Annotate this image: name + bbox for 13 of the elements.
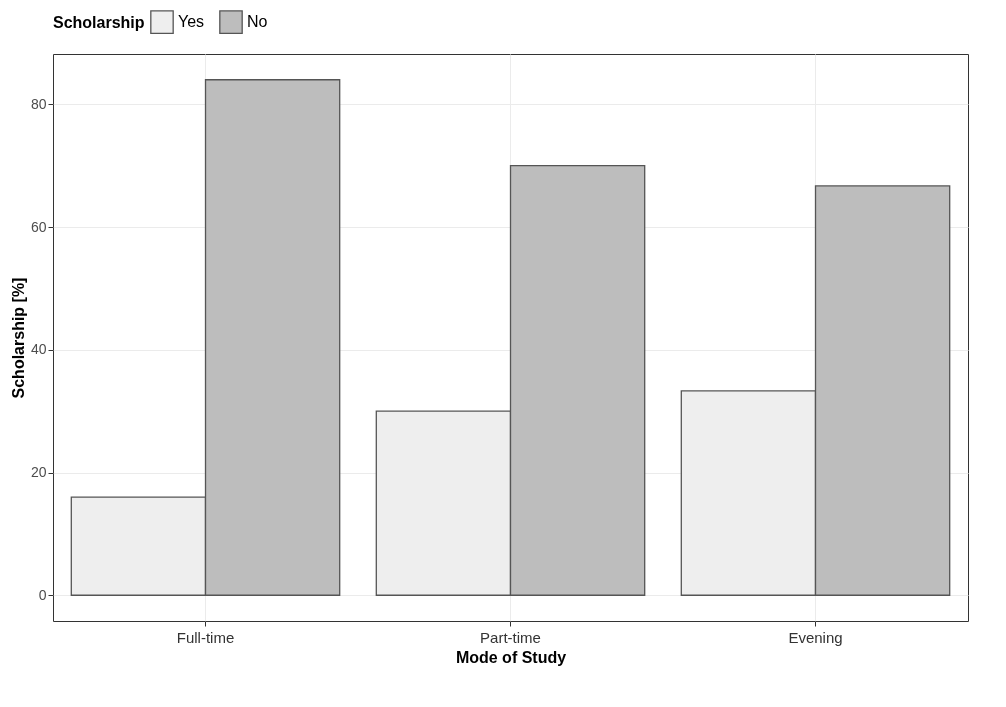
legend-label: No — [247, 13, 268, 31]
x-tick-label: Evening — [788, 628, 843, 646]
x-axis-title: Mode of Study — [455, 648, 567, 666]
y-tick-label: 60 — [30, 218, 47, 235]
legend-label: Yes — [178, 13, 205, 31]
y-tick-label: 0 — [38, 586, 47, 603]
y-tick-label: 80 — [30, 95, 47, 112]
x-tick-label: Part-time — [480, 628, 541, 646]
x-tick-label: Full-time — [176, 628, 235, 646]
y-tick-label: 20 — [30, 464, 47, 480]
legend-title: Scholarship — [53, 14, 145, 31]
y-axis-title: Scholarship [%] — [9, 277, 27, 399]
y-tick-label: 40 — [30, 341, 47, 358]
